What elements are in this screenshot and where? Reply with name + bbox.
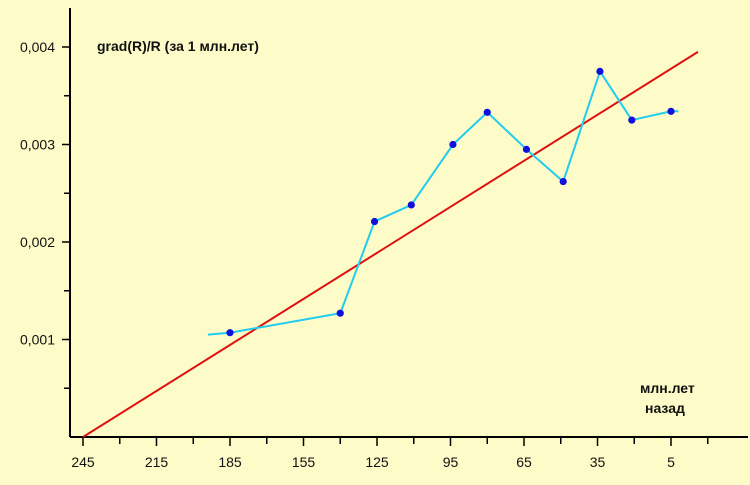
data-point xyxy=(667,107,675,115)
data-point xyxy=(370,217,379,226)
data-point xyxy=(522,145,531,153)
x-axis-label-line1: млн.лет xyxy=(640,380,695,396)
ticks: 0,001 0,002 0,003 0,004 245 215 185 155 125 95 65 3… xyxy=(20,39,709,470)
y-tick-label: 0,001 xyxy=(20,332,55,348)
x-tick-label: 5 xyxy=(667,454,675,470)
y-tick-label: 0,004 xyxy=(20,39,55,55)
x-tick-label: 35 xyxy=(590,454,606,470)
data-point xyxy=(483,108,491,116)
x-tick-label: 65 xyxy=(516,454,532,470)
data-point xyxy=(407,201,415,209)
x-tick-label: 245 xyxy=(71,454,95,470)
x-axis-label-line2: назад xyxy=(645,400,685,416)
series xyxy=(82,51,699,438)
data-point xyxy=(336,309,344,317)
data-point xyxy=(226,329,234,337)
x-tick-label: 95 xyxy=(443,454,459,470)
data-point xyxy=(449,140,457,149)
y-tick-label: 0,002 xyxy=(20,234,55,250)
trend-line xyxy=(82,51,699,438)
chart-title: grad(R)/R (за 1 млн.лет) xyxy=(97,38,259,54)
y-tick-label: 0,003 xyxy=(20,137,55,153)
data-point xyxy=(596,67,604,75)
data-point xyxy=(628,116,636,124)
x-tick-label: 155 xyxy=(292,454,316,470)
data-point xyxy=(559,177,567,186)
data-line xyxy=(207,69,679,336)
x-tick-label: 215 xyxy=(145,454,169,470)
x-tick-label: 185 xyxy=(218,454,242,470)
axes xyxy=(69,8,748,438)
x-tick-label: 125 xyxy=(365,454,389,470)
